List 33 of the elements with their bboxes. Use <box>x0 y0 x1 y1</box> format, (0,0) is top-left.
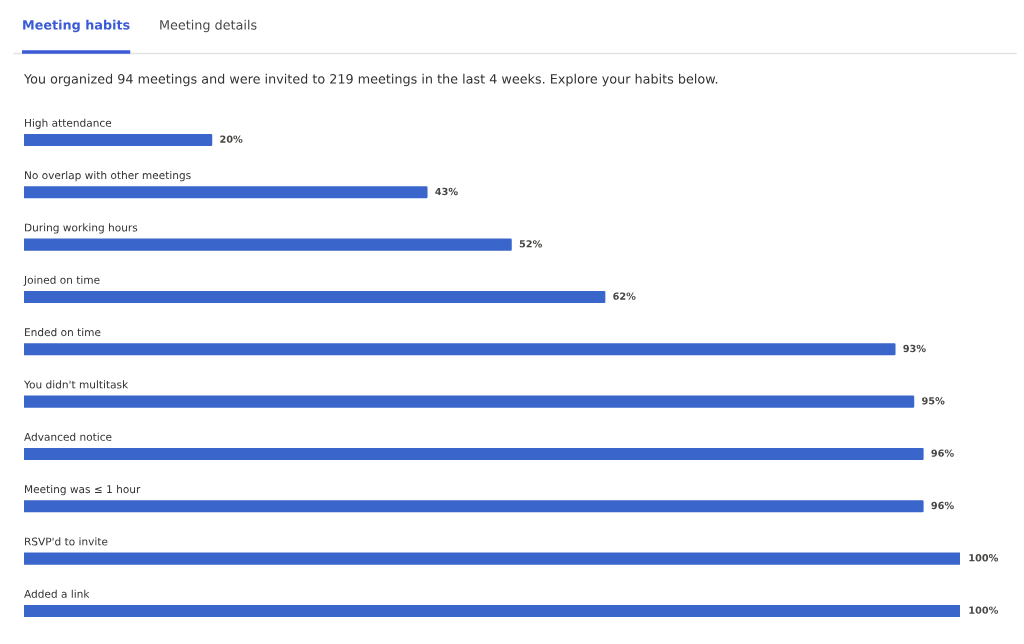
data-label: 100% <box>969 606 999 614</box>
bar <box>24 290 606 304</box>
bar <box>24 552 960 565</box>
y-tick-label: Joined on time <box>23 275 100 286</box>
bar <box>24 447 924 461</box>
bar <box>24 395 915 408</box>
data-label: 96% <box>931 501 954 510</box>
bar <box>24 238 512 251</box>
y-tick-label: Ended on time <box>25 327 101 337</box>
y-tick-label: No overlap with other meetings <box>25 171 191 182</box>
data-label: 96% <box>931 449 954 457</box>
data-label: 20% <box>220 135 243 143</box>
bar <box>24 343 896 356</box>
bar <box>24 500 924 513</box>
y-tick-label: High attendance <box>25 118 112 129</box>
y-tick-label: Added a link <box>24 589 90 598</box>
y-tick-label: Meeting was ≤ 1 hour <box>25 484 141 496</box>
data-label: 52% <box>519 240 543 248</box>
data-label: 62% <box>613 292 636 300</box>
bar <box>24 133 213 147</box>
bar <box>24 186 428 199</box>
chart-title: You organized 94 meetings and were invited to 219 meetings in the last 4 weeks. Explore your habits below. <box>23 73 718 87</box>
y-tick-label: Advanced notice <box>24 432 112 441</box>
data-label: 100% <box>969 554 999 562</box>
data-label: 95% <box>922 397 945 405</box>
text: Meeting details <box>160 19 257 33</box>
text: Meeting habits <box>23 19 130 33</box>
y-tick-label: RSVP'd to invite <box>25 537 108 546</box>
data-label: 43% <box>435 187 458 196</box>
y-tick-label: During working hours <box>25 223 138 234</box>
y-tick-label: You didn't multitask <box>23 380 129 389</box>
data-label: 93% <box>903 344 926 353</box>
bar <box>24 604 960 618</box>
